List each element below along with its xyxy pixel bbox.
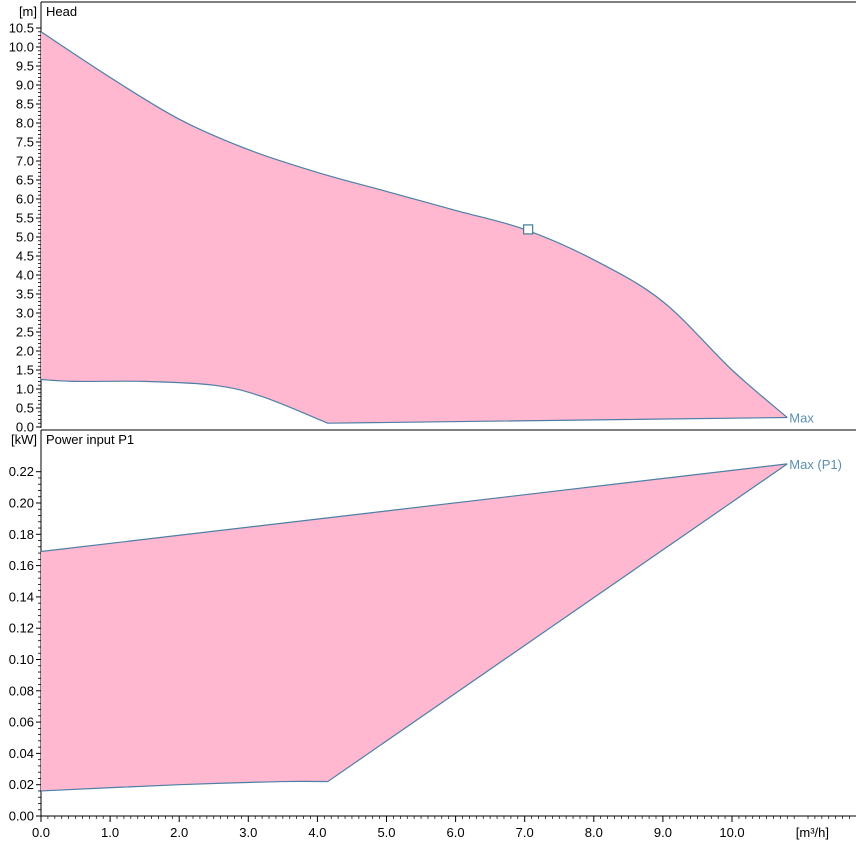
x-tick-label: 0.0 (32, 825, 50, 840)
panel-title: Power input P1 (46, 432, 134, 447)
y-tick-label: 10.5 (9, 21, 34, 36)
y-tick-label: 7.0 (16, 154, 34, 169)
y-tick-label: 10.0 (9, 40, 34, 55)
y-tick-label: 0.06 (9, 715, 34, 730)
y-tick-label: 0.22 (9, 464, 34, 479)
y-tick-label: 0.16 (9, 558, 34, 573)
y-tick-label: 0.0 (16, 420, 34, 435)
y-tick-label: 0.18 (9, 527, 34, 542)
x-tick-label: 6.0 (447, 825, 465, 840)
y-axis-unit-label: [m] (19, 4, 37, 19)
y-tick-label: 7.5 (16, 135, 34, 150)
max-curve (40, 463, 788, 553)
y-tick-label: 0.10 (9, 652, 34, 667)
y-tick-label: 4.0 (16, 268, 34, 283)
y-tick-label: 6.5 (16, 173, 34, 188)
x-axis-unit-label: [m³/h] (796, 825, 829, 840)
y-tick-label: 8.5 (16, 97, 34, 112)
x-tick-label: 8.0 (585, 825, 603, 840)
x-tick-label: 10.0 (719, 825, 744, 840)
y-tick-label: 2.5 (16, 325, 34, 340)
x-tick-label: 7.0 (516, 825, 534, 840)
min-curve (40, 378, 788, 424)
y-tick-label: 8.0 (16, 116, 34, 131)
y-tick-label: 2.0 (16, 344, 34, 359)
y-tick-label: 9.0 (16, 78, 34, 93)
y-tick-label: 0.04 (9, 746, 34, 761)
y-tick-label: 4.5 (16, 249, 34, 264)
panel-title: Head (46, 4, 77, 19)
y-tick-label: 0.08 (9, 683, 34, 698)
y-tick-label: 0.12 (9, 621, 34, 636)
y-tick-label: 0.14 (9, 589, 34, 604)
max-curve (40, 31, 788, 418)
max-curve-label: Max (P1) (789, 457, 842, 472)
y-tick-label: 6.0 (16, 192, 34, 207)
duty-point-marker (523, 224, 534, 235)
x-tick-label: 1.0 (101, 825, 119, 840)
y-tick-label: 1.0 (16, 382, 34, 397)
max-curve-label: Max (789, 411, 814, 426)
y-tick-label: 0.02 (9, 777, 34, 792)
y-tick-label: 1.5 (16, 363, 34, 378)
operating-range-area (41, 31, 788, 424)
x-tick-label: 5.0 (377, 825, 395, 840)
y-axis-unit-label: [kW] (11, 432, 37, 447)
y-tick-label: 3.5 (16, 287, 34, 302)
y-tick-label: 9.5 (16, 59, 34, 74)
x-tick-label: 2.0 (170, 825, 188, 840)
x-tick-label: 9.0 (654, 825, 672, 840)
y-tick-label: 3.0 (16, 306, 34, 321)
y-tick-label: 0.00 (9, 809, 34, 824)
y-tick-label: 0.20 (9, 496, 34, 511)
y-tick-label: 5.0 (16, 230, 34, 245)
min-curve (40, 463, 788, 792)
operating-range-area (41, 463, 788, 791)
y-tick-label: 0.5 (16, 401, 34, 416)
x-tick-label: 4.0 (308, 825, 326, 840)
x-tick-label: 3.0 (239, 825, 257, 840)
y-tick-label: 5.5 (16, 211, 34, 226)
